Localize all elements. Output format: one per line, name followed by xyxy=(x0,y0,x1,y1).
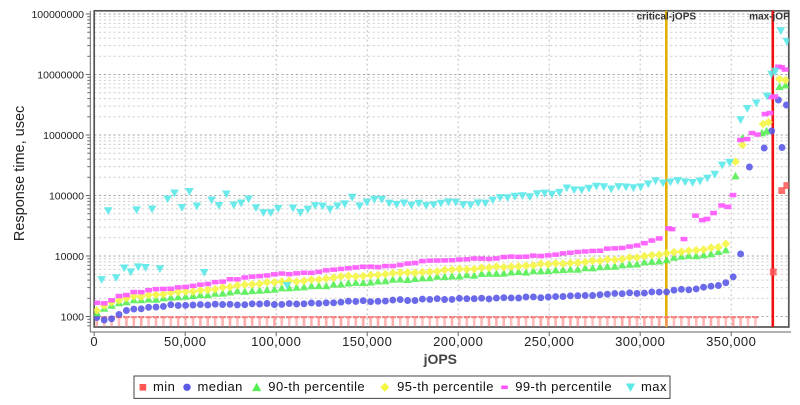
svg-text:300,000: 300,000 xyxy=(615,334,665,349)
svg-text:critical-jOPS: critical-jOPS xyxy=(637,12,697,23)
svg-text:100000: 100000 xyxy=(49,191,84,203)
svg-text:1000: 1000 xyxy=(61,312,85,324)
svg-text:Response time, usec: Response time, usec xyxy=(12,106,28,241)
svg-text:min: min xyxy=(153,379,175,394)
svg-text:99-th percentile: 99-th percentile xyxy=(515,379,612,394)
svg-text:250,000: 250,000 xyxy=(524,334,574,349)
svg-text:max: max xyxy=(641,379,667,394)
svg-text:100,000: 100,000 xyxy=(251,334,301,349)
svg-text:max-jOPS: max-jOPS xyxy=(749,12,797,23)
svg-text:1000000: 1000000 xyxy=(43,130,84,142)
svg-text:95-th percentile: 95-th percentile xyxy=(397,379,494,394)
svg-text:350,000: 350,000 xyxy=(706,334,756,349)
svg-text:10000000: 10000000 xyxy=(37,70,84,82)
svg-text:jOPS: jOPS xyxy=(423,351,457,367)
svg-text:150,000: 150,000 xyxy=(342,334,392,349)
svg-text:100000000: 100000000 xyxy=(31,9,84,21)
svg-text:median: median xyxy=(198,379,243,394)
svg-text:10000: 10000 xyxy=(55,251,84,263)
svg-text:0: 0 xyxy=(90,334,98,349)
svg-text:90-th percentile: 90-th percentile xyxy=(268,379,365,394)
svg-text:200,000: 200,000 xyxy=(433,334,483,349)
svg-text:50,000: 50,000 xyxy=(164,334,206,349)
